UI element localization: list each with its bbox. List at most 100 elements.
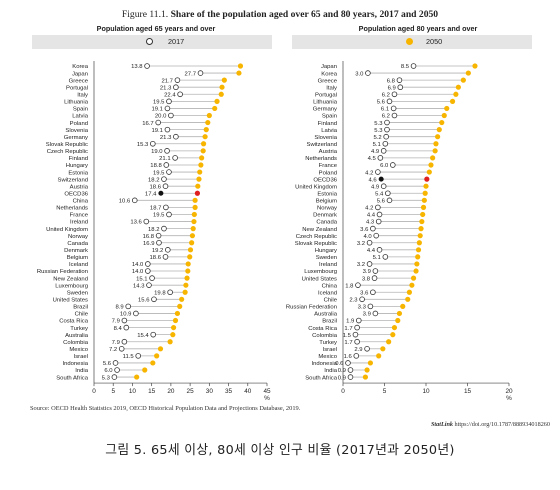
p80-category-label: Italy [326,85,337,91]
p65-point-2050 [157,346,164,352]
p65-point-2050 [192,197,198,203]
p80-point-2050 [395,317,401,324]
p65-category-label: Brazil [73,305,88,311]
p65-point-2017 [168,112,174,119]
p65-point-2050 [150,360,156,366]
p80-point-2017 [366,239,373,246]
p65-point-2050 [191,218,197,225]
p80-value-label-2017: 3.6 [360,227,369,233]
p65-point-2017 [162,183,169,189]
p80-point-2017 [380,183,387,189]
p65-point-2017 [150,140,156,147]
p65-category-label: Hungary [66,163,88,169]
p65-category-label: Korea [72,64,88,70]
p65-value-label-2017: 18.2 [148,177,159,183]
p65-point-2017 [173,133,179,140]
p80-point-2050 [472,63,478,69]
p80-point-2017 [375,169,381,175]
p80-x-tick-label: 20 [505,388,513,395]
p80-point-2050 [362,374,369,380]
statlink-url[interactable]: https://doi.org/10.1787/888934018260 [454,421,550,428]
p80-category-label: South Africa [305,375,337,381]
p65-point-2017 [166,169,172,175]
p65-point-2017 [164,148,170,154]
p65-point-2050 [185,268,191,274]
p65-point-2017 [155,119,162,126]
p80-category-label: France [319,163,338,169]
p65-point-2050 [189,233,196,239]
p80-point-2017 [380,148,387,154]
p65-category-label: Japan [72,71,88,77]
p80-category-label: Costa Rica [308,326,338,332]
p65-point-2017 [197,70,204,76]
p80-category-label: Chile [324,298,338,304]
p65-x-tick-label: 10 [129,388,137,395]
p80-value-label-2017: 3.9 [363,269,371,275]
p80-point-2017 [390,105,397,112]
p65-category-label: Netherlands [56,206,88,212]
p65-category-label: Turkey [70,326,88,332]
p65-value-label-2017: 14.3 [133,283,145,289]
p65-category-label: United Kingdom [46,227,88,233]
p80-value-label-2017: 3.0 [355,71,364,77]
p65-point-2050 [192,204,198,210]
p80-category-label: Greece [318,78,338,84]
p80-point-2017 [370,225,376,232]
p80-point-2050 [413,268,419,274]
p65-category-label: South Africa [56,375,88,381]
p80-point-2050 [419,218,425,225]
p65-value-label-2017: 7.9 [112,319,120,325]
p80-category-label: Estonia [317,191,337,197]
p65-point-2050 [184,275,190,281]
p65-point-2017 [163,204,169,211]
p80-category-label: OECD36 [313,177,337,183]
p65-value-label-2017: 16.8 [143,234,155,240]
p65-point-2017 [166,211,172,218]
p80-value-label-2017: 6.2 [382,92,390,98]
p80-value-label-2017: 1.5 [343,333,352,339]
p65-point-2017 [149,275,155,281]
p80-point-2017 [354,324,360,331]
p80-point-2050 [410,275,417,281]
p65-point-2017 [172,155,178,161]
p65-category-label: Iceland [69,262,88,268]
p65-x-tick-label: 5 [111,388,115,395]
p65-point-2017 [163,162,170,168]
p80-value-label-2017: 4.4 [367,213,376,219]
p80-point-2050 [396,310,403,317]
p65-point-2050 [198,162,204,168]
p80-point-2017 [391,91,398,98]
p65-point-2017 [161,225,167,232]
p65-value-label-2017: 13.6 [130,220,142,226]
p65-point-2050 [203,127,209,133]
p65-x-tick-label: 20 [167,388,175,395]
p80-category-label: Germany [313,107,337,113]
p65-value-label-2017: 10.6 [119,199,131,205]
p80-point-2017 [385,190,391,197]
p80-point-2017 [345,360,351,366]
p65-value-label-2017: 19.5 [153,100,165,106]
p65-value-label-2017: 7.2 [109,347,117,353]
p80-x-tick-label: 15 [464,388,472,395]
p65-value-label-2017: 27.7 [185,71,196,77]
p80-value-label-2017: 5.6 [377,100,386,106]
p80-point-2050 [416,240,422,246]
p80-point-2050 [417,233,423,239]
p80-category-label: New Zealand [302,227,337,233]
p65-point-2050 [200,141,207,147]
p80-point-2050 [424,176,430,182]
p80-value-label-2017: 3.2 [357,241,365,247]
p65-point-2050 [154,353,160,359]
p80-point-2050 [453,91,459,97]
p80-point-2017 [370,289,376,296]
p80-point-2050 [405,296,411,302]
p65-x-tick-label: 30 [206,388,214,395]
p65-category-label: OECD36 [64,191,88,197]
p65-category-label: Austria [70,184,89,190]
p80-point-2050 [421,197,427,203]
p65-x-tick-label: 40 [244,388,252,395]
left-legend: 2017 [32,35,272,49]
p80-category-label: Australia [314,312,338,318]
p80-category-label: Iceland [318,290,337,296]
p80-value-label-2017: 4.9 [371,184,379,190]
